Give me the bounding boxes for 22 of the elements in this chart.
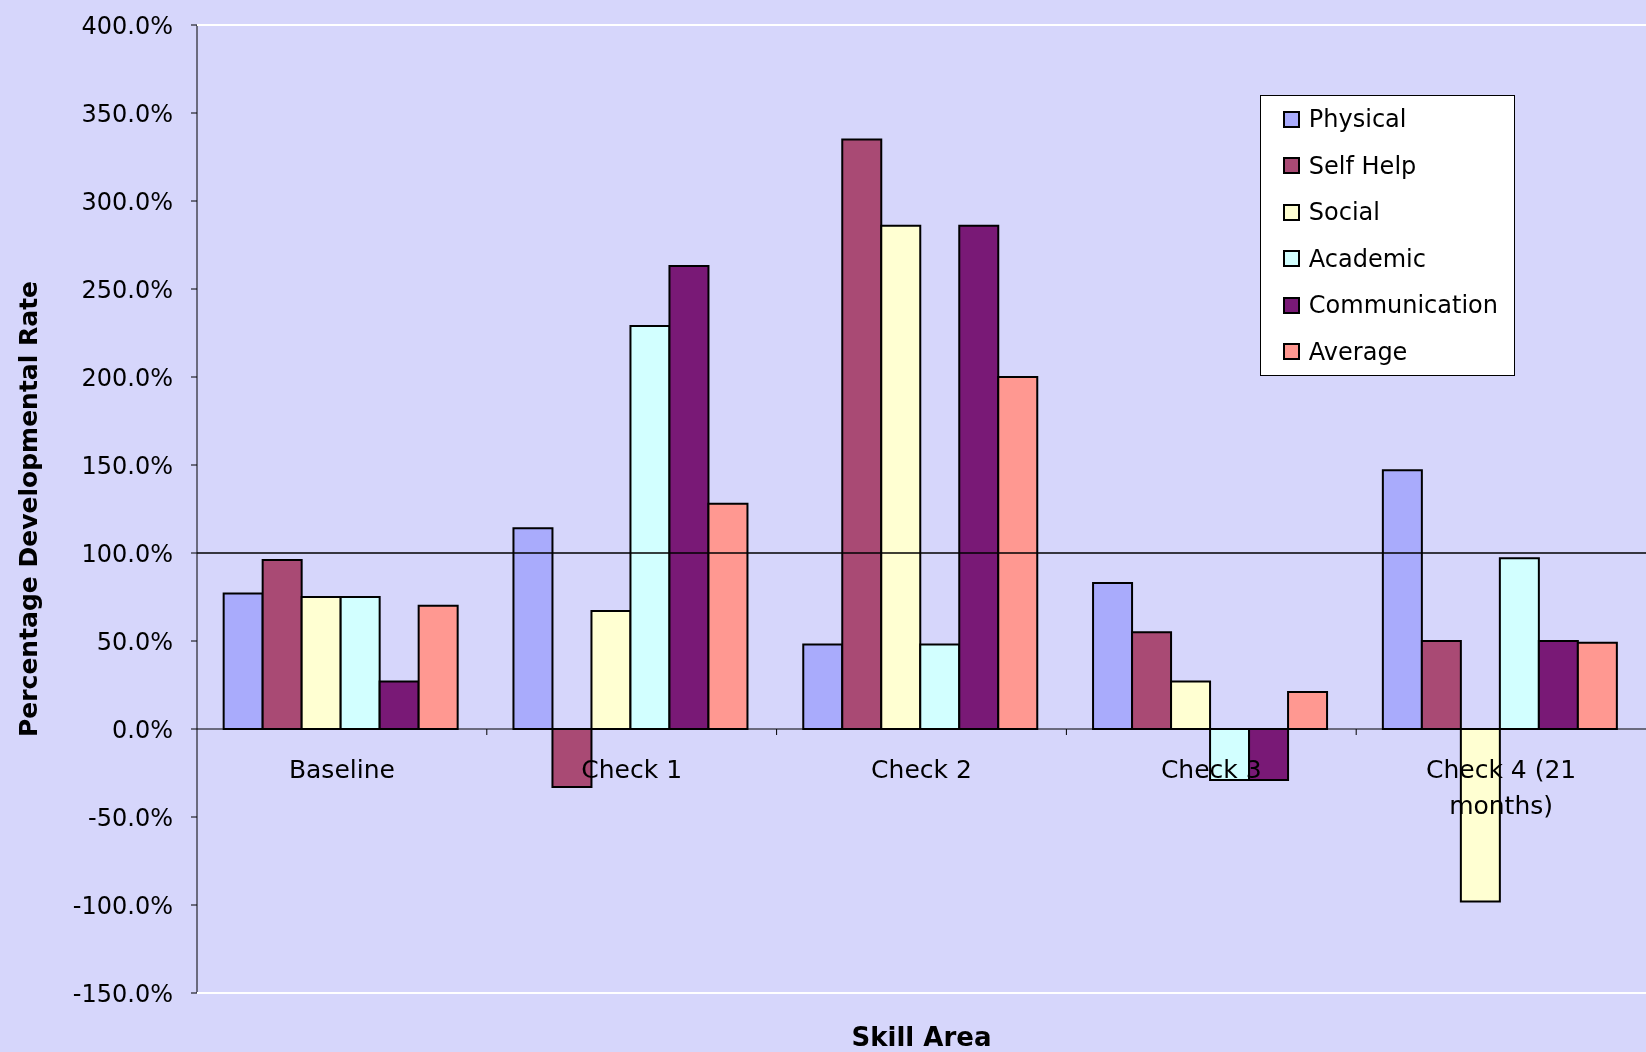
y-tick-label: -50.0%: [88, 803, 173, 832]
y-axis-title: Percentage Developmental Rate: [13, 280, 43, 738]
y-tick-label: 150.0%: [81, 451, 173, 480]
y-tick-label: 100.0%: [81, 539, 173, 568]
legend-label: Social: [1308, 198, 1380, 227]
legend-label: Physical: [1308, 105, 1407, 134]
y-tick-label: -100.0%: [72, 891, 173, 920]
y-tick-label: 250.0%: [81, 275, 173, 304]
x-tick-label: Check 2: [871, 755, 972, 784]
y-tick-label: 50.0%: [96, 627, 173, 656]
y-tick-label: 300.0%: [81, 187, 173, 216]
legend-label: Communication: [1308, 291, 1498, 320]
y-tick-label: 350.0%: [81, 99, 173, 128]
x-axis-title: Skill Area: [851, 1022, 992, 1052]
legend-label: Average: [1308, 337, 1408, 366]
legend-label: Self Help: [1308, 151, 1417, 180]
y-tick-label: -150.0%: [72, 979, 173, 1008]
x-tick-label: Baseline: [288, 755, 395, 784]
y-tick-label: 400.0%: [81, 11, 173, 40]
y-tick-label: 0.0%: [112, 715, 173, 744]
legend-label: Academic: [1308, 244, 1426, 273]
y-tick-label: 200.0%: [81, 363, 173, 392]
